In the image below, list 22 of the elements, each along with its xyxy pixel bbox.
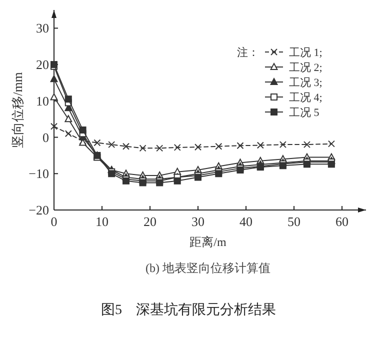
y-tick-label: 10 bbox=[36, 93, 49, 108]
x-tick-label: 20 bbox=[144, 214, 156, 229]
y-axis-title: 竖向位移/mm bbox=[10, 72, 25, 148]
y-tick-label: −20 bbox=[28, 202, 49, 218]
caption: 图5 深基坑有限元分析结果 bbox=[101, 302, 276, 318]
x-tick-label: 60 bbox=[336, 214, 348, 229]
x-tick-label: 30 bbox=[192, 214, 204, 229]
y-tick-label: 30 bbox=[36, 20, 49, 36]
legend-title: 注： bbox=[237, 46, 259, 59]
x-tick-label: 10 bbox=[96, 214, 108, 229]
legend-label: 工况 5 bbox=[289, 107, 320, 119]
legend-label: 工况 1; bbox=[289, 47, 322, 59]
x-tick-label: 50 bbox=[288, 214, 300, 229]
x-tick-label: 40 bbox=[240, 214, 252, 229]
y-tick-label: −10 bbox=[28, 166, 49, 182]
legend-label: 工况 3; bbox=[289, 77, 322, 89]
y-tick-label: 20 bbox=[36, 57, 49, 72]
x-axis-title: 距离/m bbox=[190, 235, 227, 249]
legend-label: 工况 4; bbox=[289, 92, 322, 104]
legend-label: 工况 2; bbox=[289, 62, 322, 74]
text: (b) 地表竖向位移计算值 bbox=[146, 261, 270, 275]
y-tick-label: 0 bbox=[42, 130, 49, 145]
